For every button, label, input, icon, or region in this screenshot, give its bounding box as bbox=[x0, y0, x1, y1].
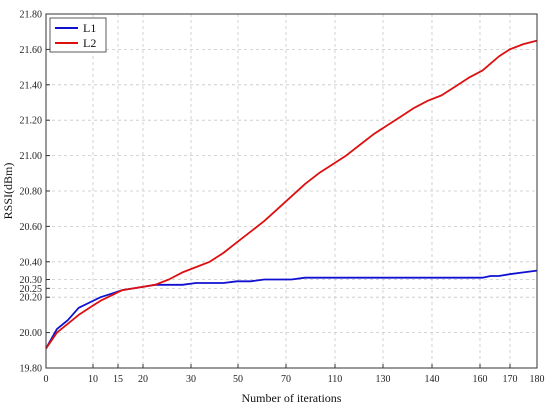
y-tick-label: 20.40 bbox=[20, 257, 43, 268]
y-tick-label: 20.20 bbox=[20, 293, 43, 304]
grid-lines bbox=[46, 14, 537, 368]
y-tick-label: 20.80 bbox=[20, 187, 43, 198]
x-tick-label: 70 bbox=[281, 374, 291, 385]
x-axis-label: Number of iterations bbox=[242, 391, 342, 405]
x-tick-label: 130 bbox=[376, 374, 391, 385]
x-tick-label: 180 bbox=[530, 374, 545, 385]
x-tick-label: 160 bbox=[473, 374, 488, 385]
series-line-l1 bbox=[45, 269, 538, 349]
x-tick-label: 110 bbox=[328, 374, 343, 385]
legend-label-l1: L1 bbox=[83, 21, 96, 35]
x-tick-label: 10 bbox=[88, 374, 98, 385]
series-line-l2 bbox=[45, 39, 538, 350]
x-tick-label: 170 bbox=[503, 374, 518, 385]
y-tick-label: 21.60 bbox=[20, 45, 43, 56]
legend: L1 L2 bbox=[49, 17, 107, 53]
y-tick-label: 21.40 bbox=[20, 80, 43, 91]
x-tick-label: 0 bbox=[44, 374, 49, 385]
x-tick-label: 20 bbox=[138, 374, 148, 385]
x-tick-label: 15 bbox=[113, 374, 123, 385]
y-tick-label: 19.80 bbox=[20, 364, 43, 375]
y-tick-label: 21.00 bbox=[20, 151, 43, 162]
x-tick-label: 140 bbox=[425, 374, 440, 385]
y-tick-label: 20.00 bbox=[20, 328, 43, 339]
y-tick-label: 21.80 bbox=[20, 10, 43, 21]
x-axis-ticks: 0 10 15 20 30 50 70 110 130 140 160 170 180 bbox=[44, 364, 545, 385]
y-tick-label: 20.60 bbox=[20, 222, 43, 233]
x-tick-label: 30 bbox=[186, 374, 196, 385]
legend-box bbox=[49, 17, 107, 53]
y-tick-label: 20.25 bbox=[20, 284, 43, 295]
legend-label-l2: L2 bbox=[83, 36, 96, 50]
y-tick-label: 20.30 bbox=[20, 275, 43, 286]
x-tick-label: 50 bbox=[233, 374, 243, 385]
y-axis-label: RSSI(dBm) bbox=[1, 163, 15, 220]
y-tick-label: 21.20 bbox=[20, 116, 43, 127]
series-lines bbox=[45, 39, 538, 350]
